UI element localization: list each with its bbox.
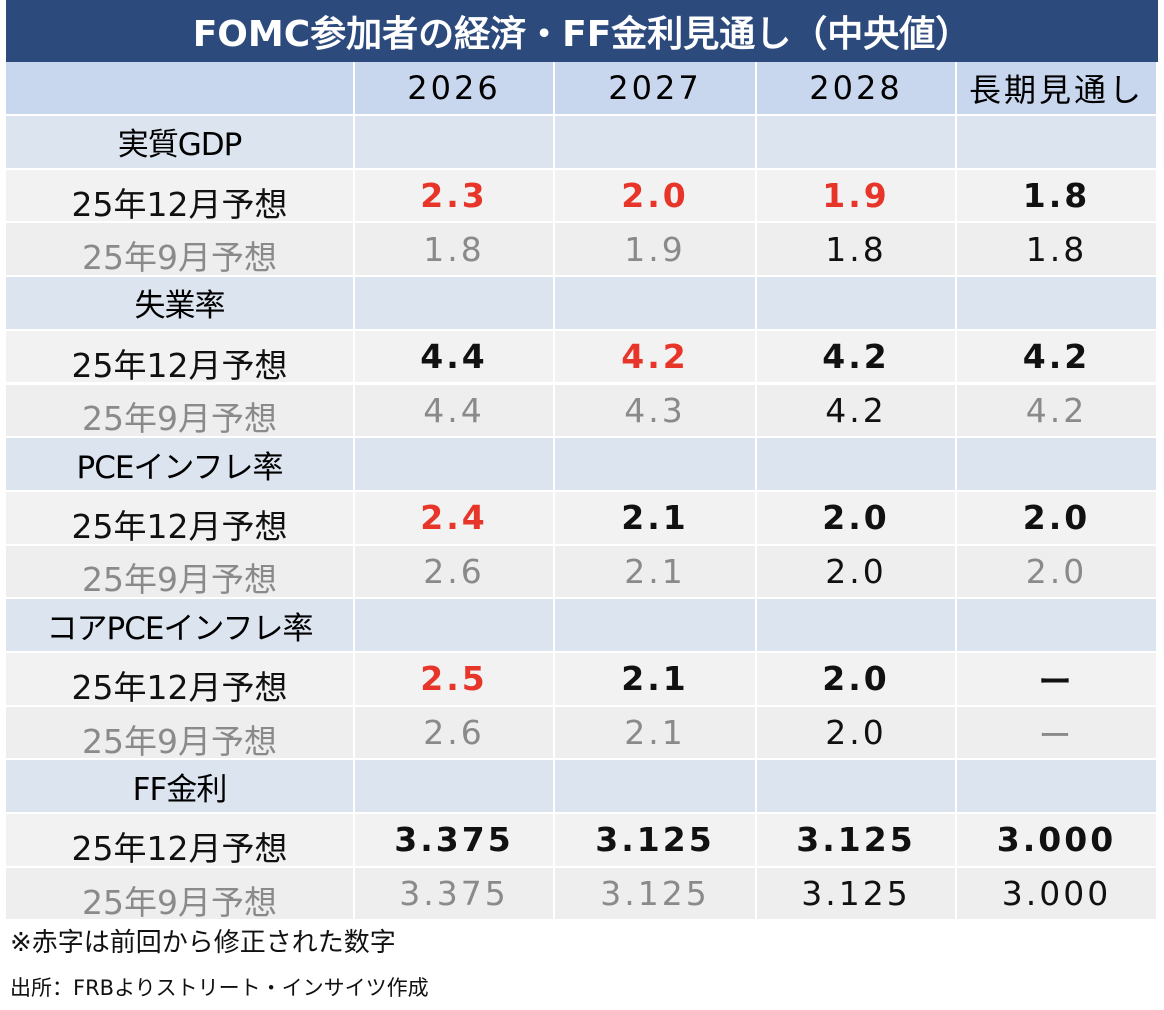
section-cell <box>957 599 1156 651</box>
value-cell: 2.0 <box>757 491 955 544</box>
section-cell <box>957 277 1156 329</box>
value-cell: 4.2 <box>757 330 955 383</box>
value-cell: 1.8 <box>355 223 553 276</box>
section-label: 実質GDP <box>6 116 353 168</box>
row-label: 25年12月予想 <box>6 491 353 546</box>
section-cell <box>757 116 955 168</box>
value-cell: 2.0 <box>757 545 955 598</box>
section-cell <box>555 599 755 651</box>
value-cell: 2.5 <box>355 653 553 705</box>
value-cell: 2.0 <box>957 491 1156 544</box>
value-cell: 3.125 <box>757 867 955 920</box>
section-cell <box>355 116 553 168</box>
section-cell <box>757 438 955 490</box>
section-cell <box>355 438 553 490</box>
value-cell: 3.125 <box>757 814 955 866</box>
header-cell <box>6 62 353 114</box>
header-cell: 2028 <box>757 62 955 114</box>
value-cell: 1.9 <box>555 223 755 276</box>
row-label: 25年9月予想 <box>6 867 353 922</box>
section-label: PCEインフレ率 <box>6 438 353 490</box>
value-cell: 1.8 <box>757 223 955 276</box>
value-cell: 2.6 <box>355 706 553 759</box>
row-label: 25年12月予想 <box>6 653 353 707</box>
section-cell <box>957 116 1156 168</box>
section-cell <box>555 116 755 168</box>
value-cell: 4.3 <box>555 384 755 437</box>
section-cell <box>957 760 1156 813</box>
row-label: 25年9月予想 <box>6 706 353 761</box>
value-cell: 3.000 <box>957 814 1156 866</box>
row-label: 25年9月予想 <box>6 223 353 277</box>
value-cell: 1.8 <box>957 169 1156 222</box>
note: ※赤字は前回から修正された数字 <box>10 928 396 958</box>
value-cell: 2.0 <box>757 706 955 759</box>
section-cell <box>555 438 755 490</box>
row-label: 25年12月予想 <box>6 169 353 224</box>
section-label: FF金利 <box>6 760 353 813</box>
section-label: 失業率 <box>6 277 353 329</box>
value-cell: 2.6 <box>355 545 553 598</box>
value-cell: 2.0 <box>757 653 955 705</box>
value-cell: 2.1 <box>555 706 755 759</box>
value-cell: 3.125 <box>555 814 755 866</box>
header-cell: 2026 <box>355 62 553 114</box>
value-cell: 4.2 <box>957 330 1156 383</box>
section-cell <box>355 277 553 329</box>
value-cell: 3.375 <box>355 814 553 866</box>
section-cell <box>555 760 755 813</box>
value-cell: 2.1 <box>555 545 755 598</box>
value-cell: 2.3 <box>355 169 553 222</box>
header-cell: 2027 <box>555 62 755 114</box>
section-cell <box>555 277 755 329</box>
row-label: 25年12月予想 <box>6 330 353 385</box>
value-cell: 1.9 <box>757 169 955 222</box>
value-cell: 1.8 <box>957 223 1156 276</box>
value-cell: ー <box>957 653 1156 705</box>
source: 出所：FRBよりストリート・インサイツ作成 <box>10 976 429 1000</box>
value-cell: ー <box>957 706 1156 759</box>
section-cell <box>757 760 955 813</box>
value-cell: 3.000 <box>957 867 1156 920</box>
value-cell: 3.125 <box>555 867 755 920</box>
value-cell: 4.4 <box>355 384 553 437</box>
section-cell <box>957 438 1156 490</box>
header-cell: 長期見通し <box>957 62 1156 114</box>
value-cell: 2.1 <box>555 491 755 544</box>
value-cell: 4.4 <box>355 330 553 383</box>
value-cell: 2.0 <box>555 169 755 222</box>
title: FOMC参加者の経済・FF金利見通し（中央値） <box>6 0 1158 62</box>
row-label: 25年9月予想 <box>6 384 353 438</box>
value-cell: 2.1 <box>555 653 755 705</box>
value-cell: 4.2 <box>757 384 955 437</box>
value-cell: 4.2 <box>555 330 755 383</box>
row-label: 25年9月予想 <box>6 545 353 599</box>
section-cell <box>757 277 955 329</box>
value-cell: 4.2 <box>957 384 1156 437</box>
row-label: 25年12月予想 <box>6 814 353 868</box>
section-cell <box>355 599 553 651</box>
value-cell: 2.0 <box>957 545 1156 598</box>
value-cell: 3.375 <box>355 867 553 920</box>
section-cell <box>355 760 553 813</box>
value-cell: 2.4 <box>355 491 553 544</box>
section-cell <box>757 599 955 651</box>
section-label: コアPCEインフレ率 <box>6 599 353 651</box>
